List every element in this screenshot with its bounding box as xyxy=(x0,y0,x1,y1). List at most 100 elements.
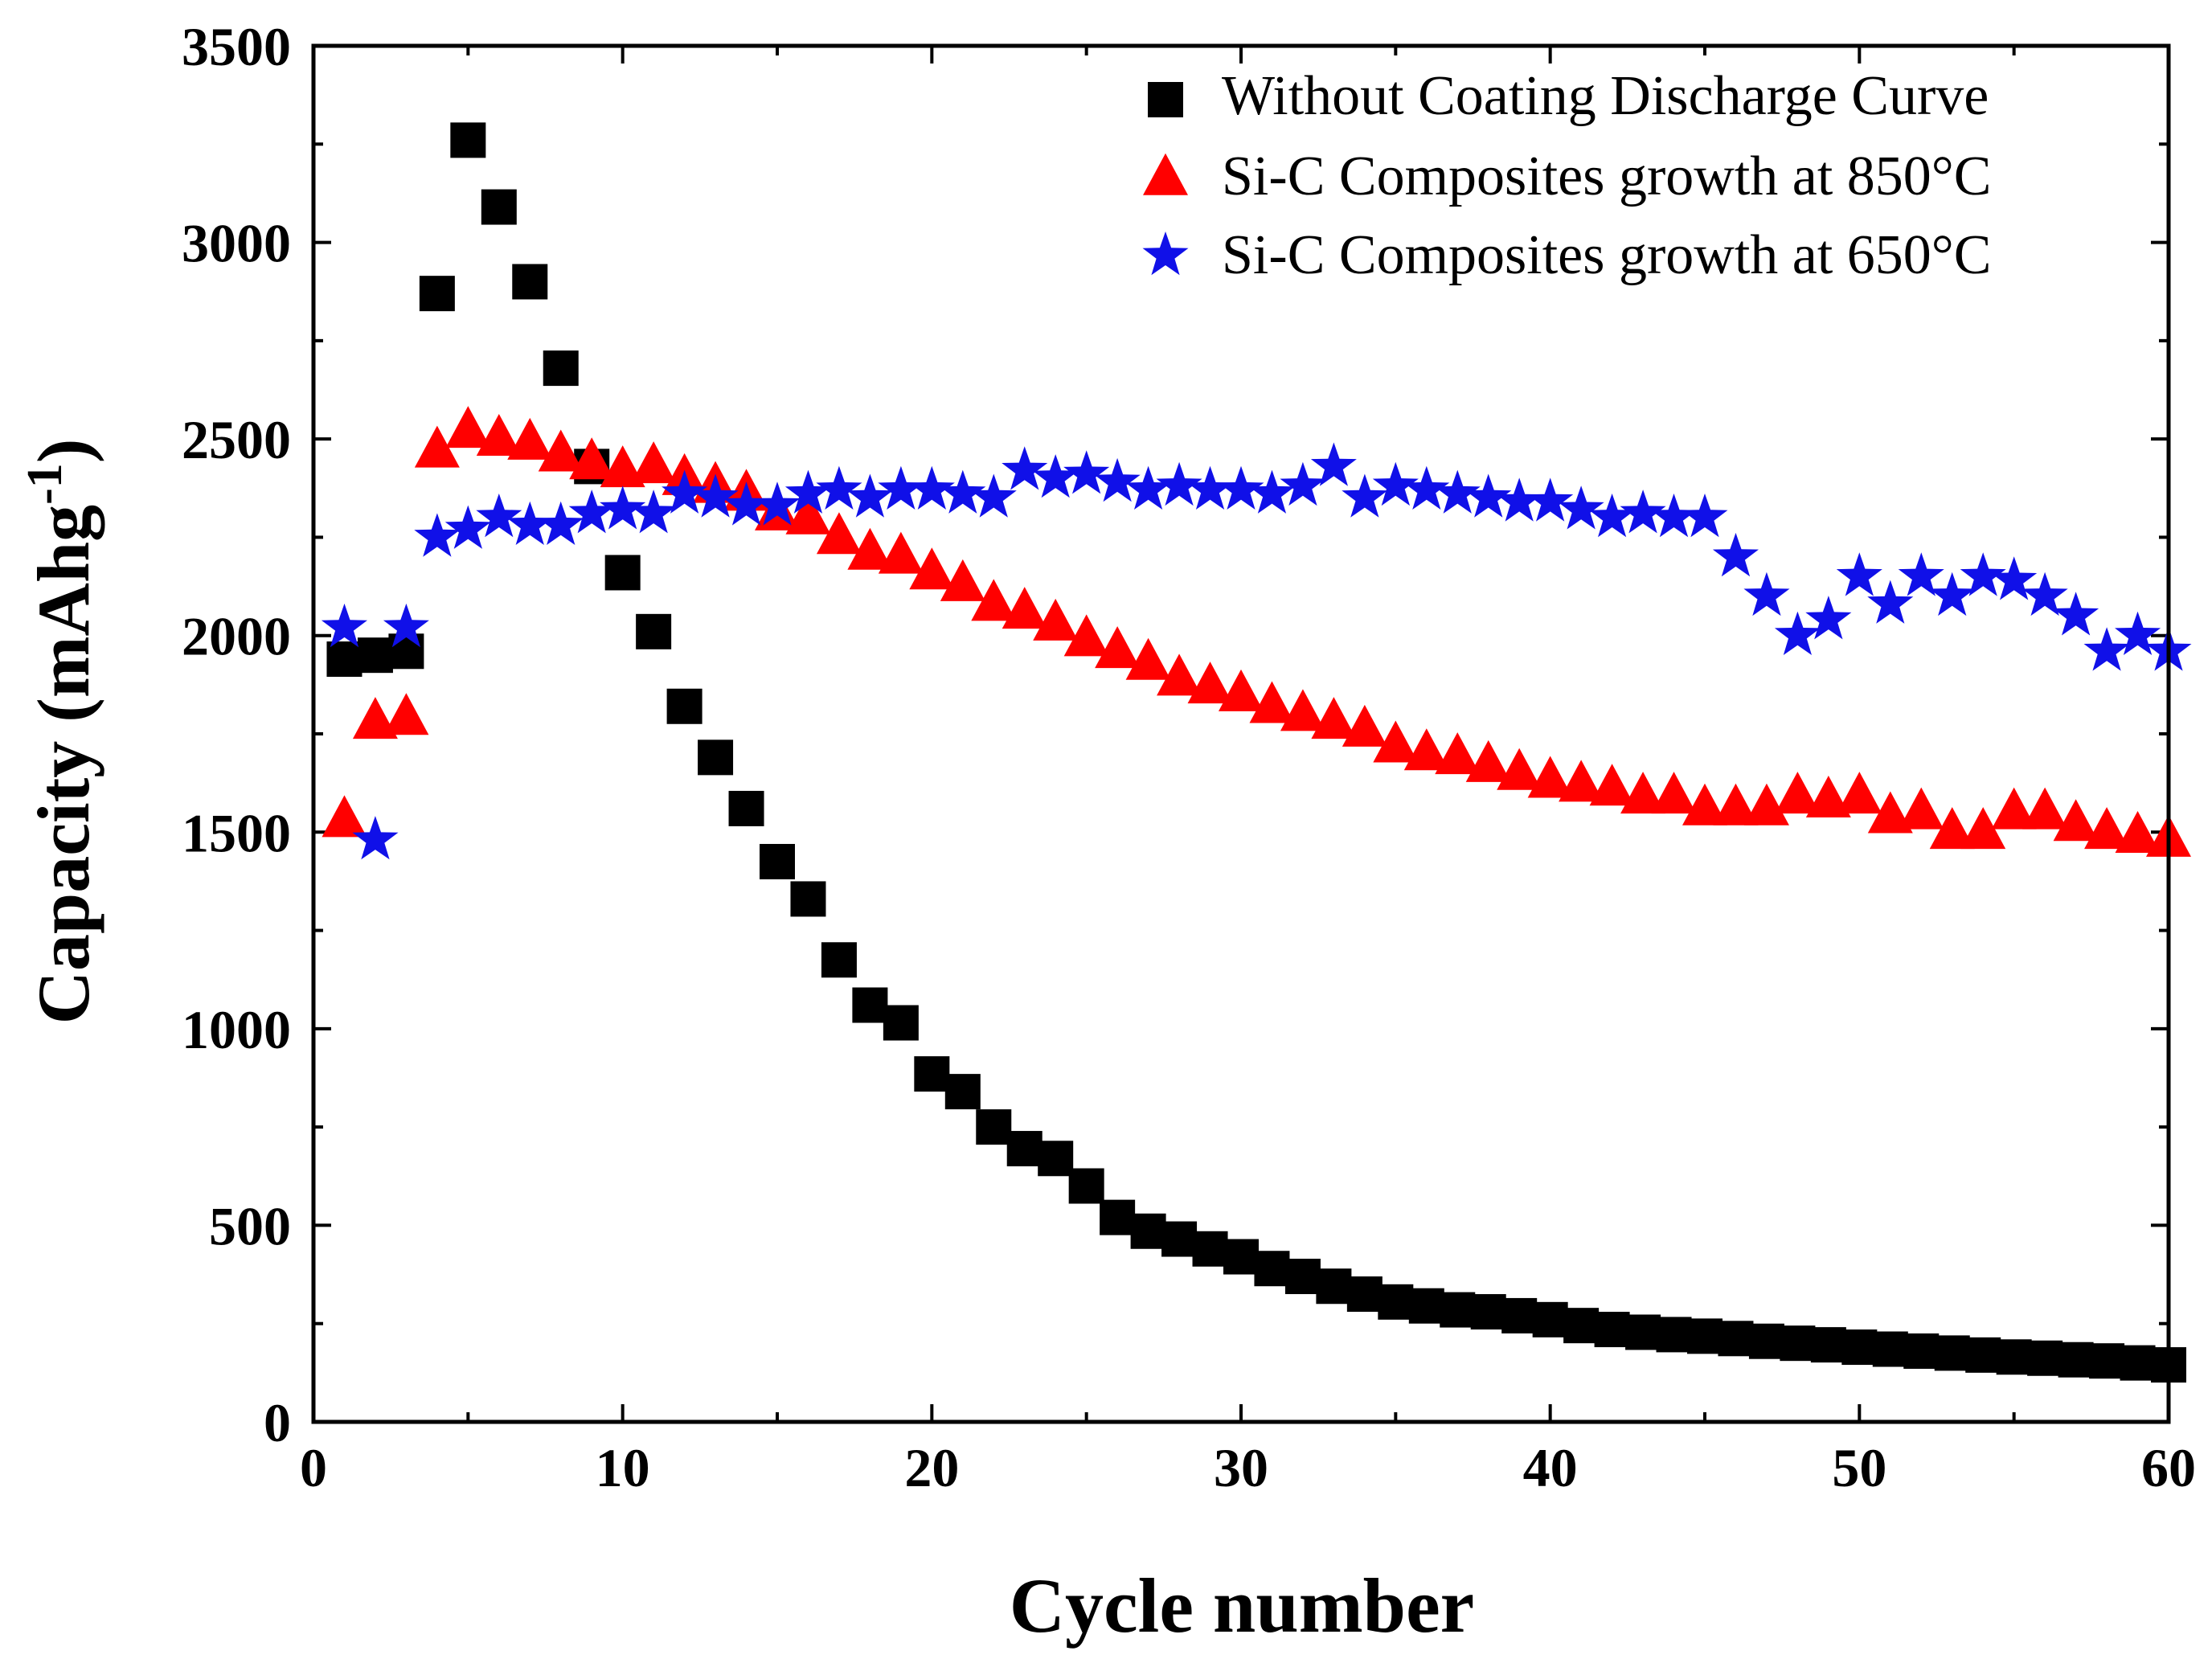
point-850c xyxy=(1929,807,1975,850)
point-850c xyxy=(1589,764,1635,806)
x-tick-label: 0 xyxy=(300,1437,327,1498)
y-tick-label: 2000 xyxy=(182,606,291,667)
point-650c xyxy=(1712,532,1759,577)
legend-label-650c: Si-C Composites growth at 650°C xyxy=(1222,224,1991,286)
point-650c xyxy=(2083,627,2130,671)
point-without-coating xyxy=(604,555,641,591)
point-850c xyxy=(414,425,460,468)
point-650c xyxy=(1310,442,1357,486)
point-without-coating xyxy=(1656,1317,1692,1353)
point-850c xyxy=(1805,775,1851,817)
point-850c xyxy=(1280,689,1325,731)
x-tick-label: 60 xyxy=(2141,1437,2196,1498)
point-650c xyxy=(2053,592,2099,636)
point-850c xyxy=(1095,626,1141,669)
point-without-coating xyxy=(388,633,424,670)
point-650c xyxy=(506,501,553,545)
point-850c xyxy=(1157,653,1202,696)
point-without-coating xyxy=(1810,1327,1846,1363)
point-850c xyxy=(2053,799,2099,842)
point-850c xyxy=(631,441,677,484)
point-850c xyxy=(1682,783,1727,825)
y-axis-title-main: Capacity (mAhg xyxy=(23,505,104,1025)
point-without-coating xyxy=(1161,1221,1198,1257)
point-650c xyxy=(1898,552,1944,596)
point-without-coating xyxy=(2027,1340,2063,1376)
y-tick-label: 1000 xyxy=(182,999,291,1060)
point-650c xyxy=(1682,494,1728,538)
x-tick-label: 50 xyxy=(1832,1437,1886,1498)
point-850c xyxy=(785,492,831,535)
point-850c xyxy=(1342,704,1387,747)
legend: Without Coating Discharge Curve Si-C Com… xyxy=(1142,65,1991,286)
point-without-coating xyxy=(2089,1343,2125,1379)
point-850c xyxy=(1373,720,1419,763)
point-650c xyxy=(1558,485,1604,530)
point-850c xyxy=(909,547,955,590)
point-850c xyxy=(847,527,893,570)
series-1 xyxy=(326,122,2186,1383)
point-without-coating xyxy=(1038,1141,1074,1177)
point-650c xyxy=(1434,469,1481,514)
point-without-coating xyxy=(1563,1308,1600,1344)
point-without-coating xyxy=(821,942,857,978)
point-without-coating xyxy=(419,276,455,312)
point-without-coating xyxy=(1594,1312,1630,1348)
x-tick-label: 40 xyxy=(1523,1437,1578,1498)
point-850c xyxy=(1465,739,1511,782)
point-850c xyxy=(1559,760,1604,802)
point-850c xyxy=(1775,772,1821,814)
point-850c xyxy=(971,579,1017,621)
point-850c xyxy=(352,697,398,739)
point-without-coating xyxy=(1872,1331,1908,1367)
point-650c xyxy=(1094,457,1141,502)
point-850c xyxy=(1435,732,1481,775)
point-650c xyxy=(1002,446,1048,490)
point-650c xyxy=(600,485,646,530)
point-850c xyxy=(445,406,491,449)
x-tick-label: 30 xyxy=(1214,1437,1268,1498)
point-650c xyxy=(2115,611,2161,655)
point-without-coating xyxy=(1903,1333,1940,1369)
point-850c xyxy=(2115,810,2161,853)
point-without-coating xyxy=(790,881,826,917)
point-without-coating xyxy=(1718,1321,1754,1357)
legend-marker-3 xyxy=(1142,231,1189,276)
point-without-coating xyxy=(944,1074,981,1110)
point-650c xyxy=(662,469,708,514)
point-without-coating xyxy=(2058,1342,2094,1378)
point-850c xyxy=(1867,791,1913,834)
y-tick-label: 2500 xyxy=(182,409,291,470)
point-without-coating xyxy=(512,264,548,300)
x-axis-title: Cycle number xyxy=(1010,1563,1475,1649)
point-850c xyxy=(2022,787,2068,830)
point-650c xyxy=(1248,469,1295,514)
point-650c xyxy=(1218,465,1264,510)
legend-marker-1 xyxy=(1148,82,1183,117)
point-without-coating xyxy=(883,1005,919,1041)
point-850c xyxy=(1899,787,1944,830)
point-650c xyxy=(1589,494,1636,538)
point-850c xyxy=(600,445,645,488)
point-without-coating xyxy=(1532,1301,1568,1337)
point-without-coating xyxy=(326,641,363,678)
point-650c xyxy=(1496,477,1542,522)
point-850c xyxy=(1527,756,1573,798)
y-axis-title: Capacity (mAhg-1) xyxy=(18,439,104,1025)
point-without-coating xyxy=(1501,1297,1538,1333)
point-650c xyxy=(1929,571,1976,616)
point-850c xyxy=(1033,598,1079,641)
point-850c xyxy=(569,437,615,480)
point-without-coating xyxy=(1346,1276,1382,1313)
point-650c xyxy=(1372,461,1419,506)
point-without-coating xyxy=(976,1109,1012,1145)
point-without-coating xyxy=(1192,1231,1228,1267)
point-650c xyxy=(754,481,801,526)
x-tick-label: 10 xyxy=(596,1437,650,1498)
point-without-coating xyxy=(1254,1251,1290,1287)
point-without-coating xyxy=(852,987,888,1023)
point-650c xyxy=(1125,465,1172,510)
point-850c xyxy=(2084,807,2130,850)
point-850c xyxy=(507,417,553,460)
